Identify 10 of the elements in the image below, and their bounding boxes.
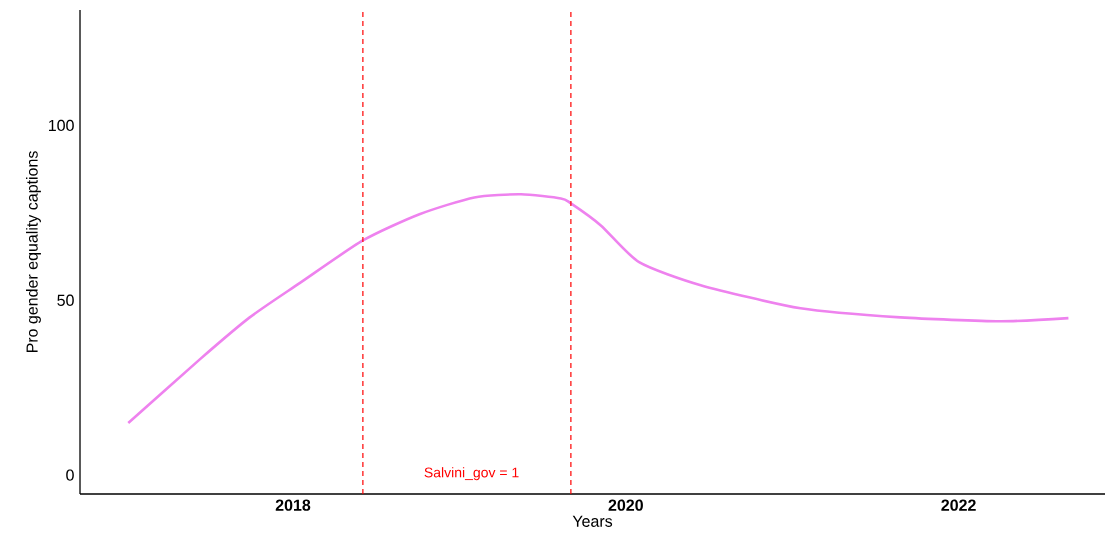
x-axis-title: Years bbox=[572, 515, 613, 527]
annotation: Salvini_gov = 1 bbox=[424, 467, 519, 481]
x-tick-label: 2018 bbox=[275, 499, 311, 511]
y-tick-label: 0 bbox=[66, 469, 74, 481]
x-tick-label: 2022 bbox=[941, 499, 976, 511]
y-tick-label: 50 bbox=[57, 294, 74, 306]
y-tick-label: 100 bbox=[49, 119, 74, 132]
y-axis-title: Pro gender equality captions bbox=[26, 151, 41, 353]
line-series bbox=[126, 193, 1070, 425]
x-tick-label: 2020 bbox=[608, 499, 643, 511]
